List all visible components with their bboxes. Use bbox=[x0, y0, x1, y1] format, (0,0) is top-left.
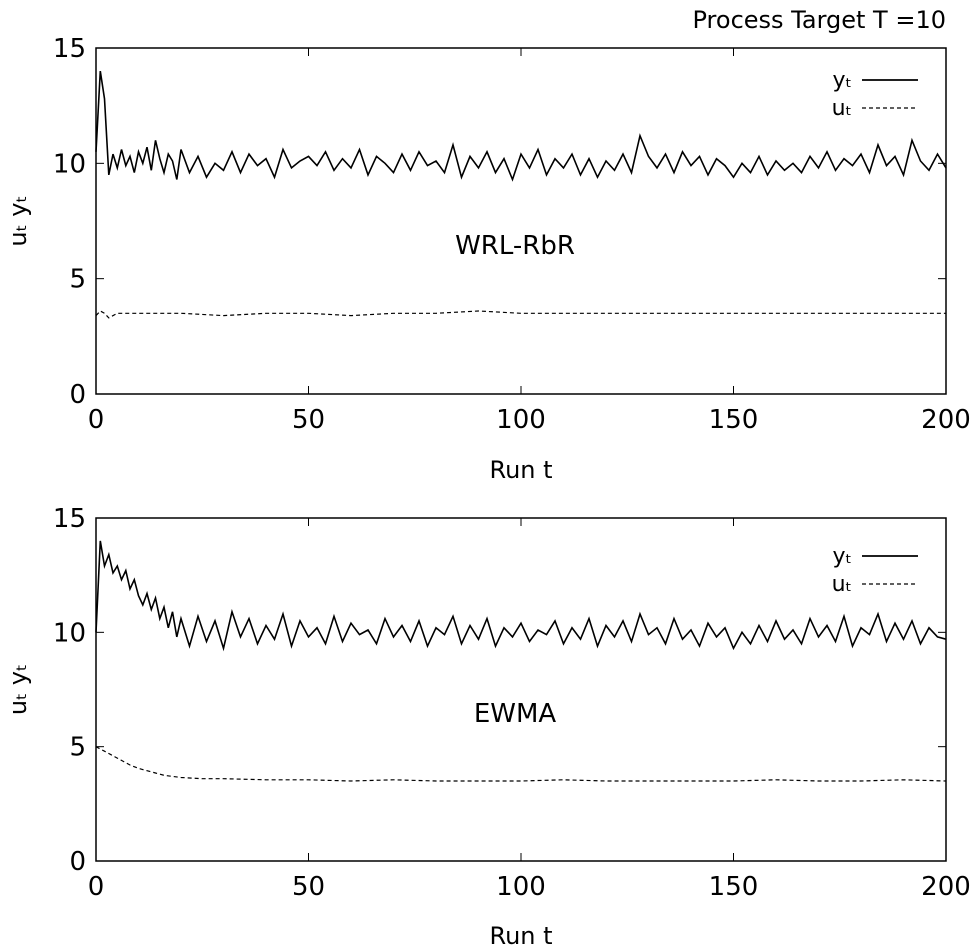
method-annotation: EWMA bbox=[474, 699, 557, 729]
x-tick-label: 150 bbox=[709, 872, 759, 902]
plot-frame bbox=[95, 517, 947, 862]
x-tick-label: 0 bbox=[88, 405, 105, 435]
y-tick-label: 15 bbox=[53, 504, 86, 534]
legend-label: uₜ bbox=[832, 572, 852, 597]
x-axis-label: Run t bbox=[489, 922, 552, 947]
figure-title: Process Target T =10 bbox=[693, 6, 947, 34]
y-tick-label: 15 bbox=[53, 34, 86, 64]
x-tick-label: 0 bbox=[88, 872, 105, 902]
x-axis-label: Run t bbox=[489, 456, 552, 484]
y-axis-label: uₜ yₜ bbox=[4, 664, 32, 715]
y-tick-label: 5 bbox=[69, 265, 86, 295]
x-tick-label: 150 bbox=[709, 405, 759, 435]
series-line-y bbox=[95, 540, 947, 652]
method-annotation: WRL-RbR bbox=[455, 231, 575, 261]
y-tick-label: 10 bbox=[53, 149, 86, 179]
x-tick-label: 100 bbox=[496, 405, 546, 435]
x-tick-label: 50 bbox=[292, 405, 325, 435]
plot-frame bbox=[95, 47, 947, 395]
series-line-u bbox=[95, 746, 947, 782]
y-axis-label: uₜ yₜ bbox=[4, 195, 32, 246]
x-tick-label: 100 bbox=[496, 872, 546, 902]
y-tick-label: 10 bbox=[53, 618, 86, 648]
legend-label: uₜ bbox=[832, 96, 852, 121]
chart-panel-wrl-rbr: 0 50 100 150 200 0 5 10 15 Run t uₜ yₜ WRL-RbR yₜ uₜ bbox=[4, 34, 971, 484]
y-tick-label: 0 bbox=[69, 847, 86, 877]
series-line-y bbox=[95, 70, 947, 182]
x-tick-label: 50 bbox=[292, 872, 325, 902]
x-tick-label: 200 bbox=[921, 872, 971, 902]
x-tick-label: 200 bbox=[921, 405, 971, 435]
series-line-u bbox=[95, 310, 946, 319]
legend-label: yₜ bbox=[832, 68, 852, 93]
y-tick-label: 0 bbox=[69, 380, 86, 410]
legend-label: yₜ bbox=[832, 544, 852, 569]
y-tick-label: 5 bbox=[69, 733, 86, 763]
chart-panel-ewma: 0 50 100 150 200 0 5 10 15 Run t uₜ yₜ EWMA yₜ uₜ bbox=[4, 504, 971, 947]
